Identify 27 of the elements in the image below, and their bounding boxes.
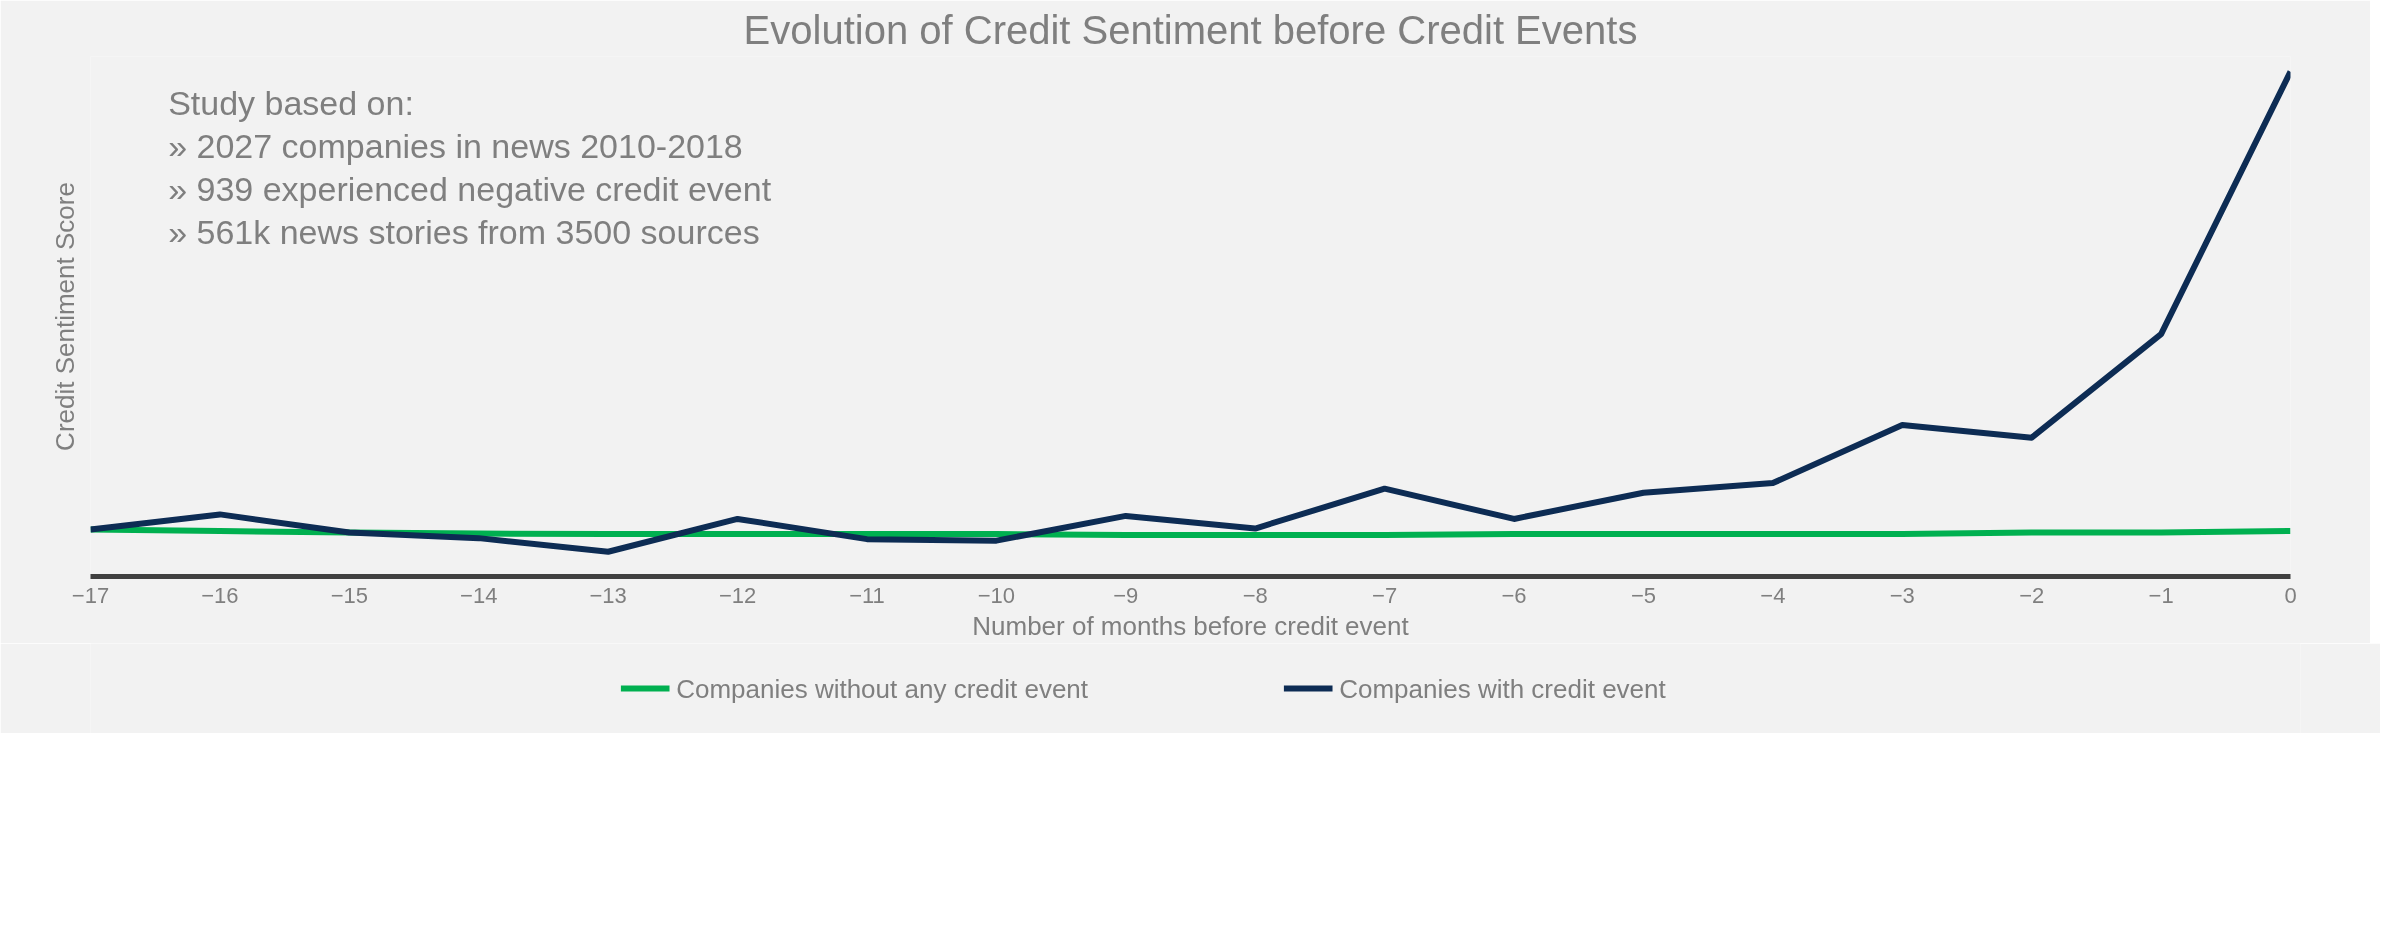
legend-label: Companies without any credit event bbox=[676, 673, 1089, 704]
x-tick-label: −3 bbox=[1889, 582, 1915, 608]
x-tick-label: −17 bbox=[71, 582, 110, 608]
legend-label: Companies with credit event bbox=[1339, 673, 1667, 704]
x-tick-label: −14 bbox=[460, 582, 498, 608]
x-axis-title: Number of months before credit event bbox=[972, 610, 1410, 641]
x-tick-label: −5 bbox=[1630, 582, 1656, 608]
x-tick-label: −8 bbox=[1242, 582, 1268, 608]
x-tick-label: −11 bbox=[849, 582, 885, 608]
annotation: Study based on: bbox=[168, 84, 414, 123]
x-tick-label: −4 bbox=[1760, 582, 1786, 608]
x-tick-label: −10 bbox=[977, 582, 1016, 608]
x-tick-label: −2 bbox=[2019, 582, 2045, 608]
x-tick-label: −15 bbox=[330, 582, 368, 608]
x-tick-label: −12 bbox=[718, 582, 757, 608]
x-tick-label: −9 bbox=[1113, 582, 1139, 608]
x-tick-label: −6 bbox=[1501, 582, 1527, 608]
y-axis-title: Credit Sentiment Score bbox=[49, 182, 80, 451]
annotation: » 2027 companies in news 2010-2018 bbox=[168, 127, 743, 166]
chart-title: Evolution of Credit Sentiment before Credit Events bbox=[743, 7, 1638, 52]
x-tick-label: −16 bbox=[201, 582, 239, 608]
annotation: » 939 experienced negative credit event bbox=[168, 169, 772, 208]
x-tick-label: −13 bbox=[589, 582, 627, 608]
x-tick-label: −1 bbox=[2148, 582, 2174, 608]
annotation: » 561k news stories from 3500 sources bbox=[168, 212, 760, 251]
x-tick-label: 0 bbox=[2284, 582, 2297, 608]
x-tick-label: −7 bbox=[1372, 582, 1398, 608]
